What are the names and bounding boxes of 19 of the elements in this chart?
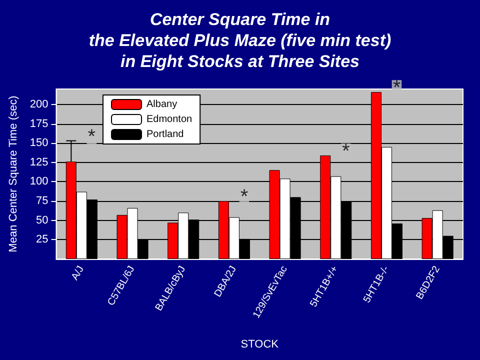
y-tick-label: 200 [30,98,48,110]
legend-label: Portland [146,129,184,140]
legend-label: Edmonton [146,114,192,125]
chart-title: Center Square Time in the Elevated Plus Maze (five min test) in Eight Stocks at Three Sites [88,10,392,71]
x-tick-label: A/J [70,264,86,282]
annotation: * [342,140,350,162]
y-tick-label: 150 [30,137,48,150]
y-tick-label: 25 [36,234,48,246]
x-axis-title: STOCK [240,338,280,350]
y-tick-label: 100 [30,176,48,188]
y-tick-label: 125 [30,156,48,168]
annotation: * [392,77,401,100]
legend-label: Albany [146,99,178,110]
y-axis-title: Mean Center Square Time (sec) [8,96,20,252]
annotation: * [240,186,248,208]
y-tick-label: 50 [36,214,48,226]
y-tick-label: 175 [30,118,48,130]
annotation: * [88,126,96,148]
y-tick-label: 75 [36,195,48,208]
